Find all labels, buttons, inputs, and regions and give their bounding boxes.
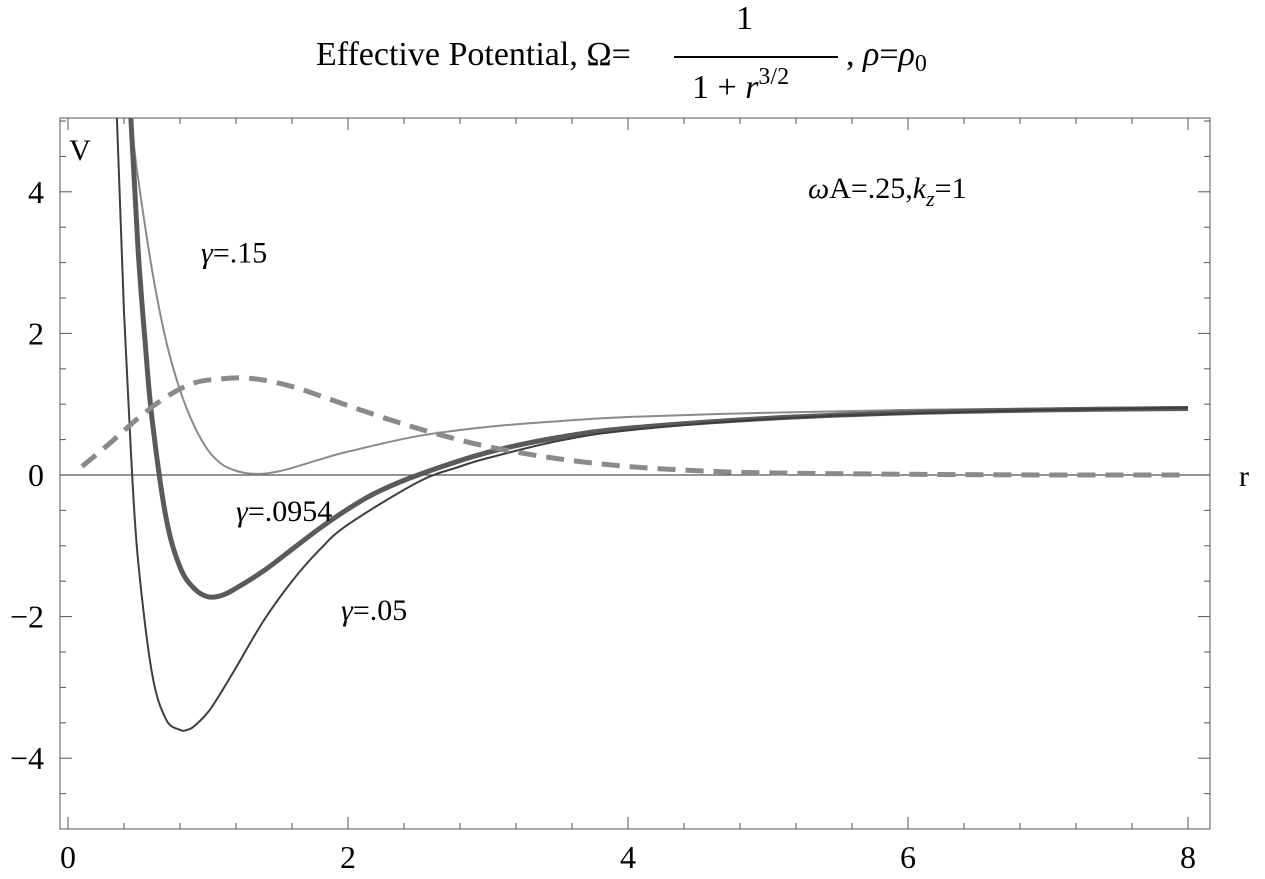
annotation-text: ωA=.25,kz=1 [808,172,967,211]
y-tick-label: 0 [28,457,44,493]
series-line-dashed [80,375,1189,478]
series-group [80,118,1189,732]
series-line-2 [115,118,1189,732]
plot-frame [59,117,1211,830]
x-axis-label: r [1239,460,1249,493]
series-line-0 [129,118,1189,475]
x-tick-label: 0 [60,839,76,875]
title-rho: , ρ=ρ0 [846,36,927,77]
title-prefix: Effective Potential, Ω= [316,36,631,73]
x-tick-label: 6 [900,839,916,875]
chart-title: Effective Potential, Ω= 1 1 + r3/2 , ρ=ρ… [0,0,1265,118]
y-tick-label: −4 [10,740,44,776]
series-label: γ=.0954 [236,495,332,528]
y-tick-label: −2 [10,599,44,635]
series-label: γ=.15 [201,237,267,270]
x-tick-label: 2 [340,839,356,875]
y-axis-label: V [69,134,91,167]
x-tick-label: 4 [620,839,636,875]
series-label: γ=.05 [341,594,407,627]
title-denominator: 1 + r3/2 [692,64,790,106]
y-tick-label: 2 [28,315,44,351]
title-numerator: 1 [736,0,753,37]
y-tick-label: 4 [28,174,44,210]
x-tick-label: 8 [1180,839,1196,875]
title-fraction-bar [674,56,838,58]
